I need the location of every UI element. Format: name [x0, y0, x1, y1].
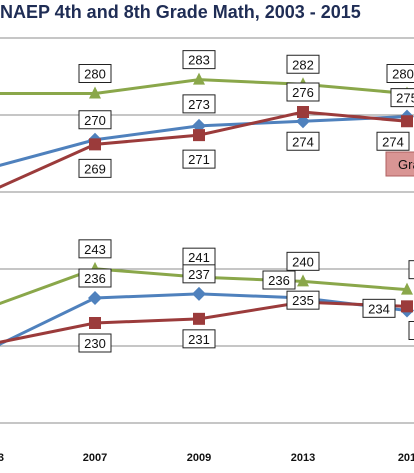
- data-label-green-2013-panel-1: 282: [286, 54, 320, 74]
- data-label-green-2009-panel-2: 241: [182, 247, 216, 267]
- data-label-blue-2007-panel-1: 270: [78, 110, 112, 130]
- x-tick-label-3: 2013: [291, 452, 315, 464]
- svg-text:280: 280: [392, 67, 414, 82]
- data-label-red-2007-panel-2: 230: [78, 333, 112, 353]
- svg-text:274: 274: [292, 134, 314, 149]
- point-red-2009-panel-1: [193, 129, 205, 142]
- x-axis-ticks: 3 2007 2009 2013 201: [0, 452, 414, 464]
- data-label-layer: 280 283 282 280 270 273 274 275 269 271 276 274 243 2…: [78, 50, 414, 353]
- data-label-green-2007-panel-1: 280: [78, 64, 112, 83]
- data-label-red-2007-panel-1: 269: [78, 158, 112, 178]
- svg-text:234: 234: [368, 301, 390, 316]
- svg-text:231: 231: [188, 332, 210, 347]
- svg-text:235: 235: [292, 293, 314, 308]
- data-label-red-2009-panel-2: 231: [182, 329, 216, 349]
- point-green-2009-panel-1: [193, 72, 205, 85]
- point-red-2009-panel-2: [193, 312, 205, 325]
- data-label-blue-2015-panel-1: 275: [390, 88, 414, 108]
- data-label-green-2015-panel-1: 280: [386, 64, 414, 83]
- x-tick-label-1: 2007: [83, 452, 107, 464]
- x-tick-label-2: 2009: [187, 452, 211, 464]
- svg-text:236: 236: [268, 273, 290, 288]
- data-label-red-2013-panel-1: 276: [286, 82, 320, 102]
- svg-text:280: 280: [84, 67, 106, 82]
- svg-text:230: 230: [84, 336, 106, 351]
- svg-text:275: 275: [396, 91, 414, 106]
- svg-text:236: 236: [84, 271, 106, 286]
- point-red-2007-panel-2: [89, 317, 101, 329]
- svg-text:283: 283: [188, 53, 210, 68]
- svg-text:270: 270: [84, 113, 106, 128]
- point-green-2013-panel-2: [297, 274, 309, 287]
- data-label-green-2009-panel-1: 283: [182, 50, 216, 70]
- data-label-blue-2013-panel-2: 236: [262, 270, 296, 290]
- svg-text:273: 273: [188, 97, 210, 112]
- legend-text: Gra: [398, 157, 414, 172]
- data-label-blue-2009-panel-1: 273: [182, 94, 216, 114]
- chart-title: NAEP 4th and 8th Grade Math, 2003 - 2015: [0, 2, 361, 22]
- svg-text:237: 237: [188, 267, 210, 282]
- x-tick-label-0: 3: [0, 452, 4, 464]
- legend-box: Gra: [385, 151, 414, 177]
- point-red-2015-panel-2: [401, 300, 413, 313]
- svg-text:276: 276: [292, 85, 314, 100]
- svg-text:240: 240: [292, 254, 314, 269]
- data-label-blue-2009-panel-2: 237: [182, 264, 216, 284]
- data-label-red-2015-panel-1: 274: [376, 131, 410, 151]
- data-label-green-2013-panel-2: 240: [286, 251, 320, 271]
- svg-text:243: 243: [84, 242, 106, 257]
- data-label-blue-2015-panel-2: 23: [408, 321, 414, 340]
- data-label-blue-2013-panel-1: 274: [286, 131, 320, 151]
- point-green-2007-panel-1: [89, 86, 101, 99]
- data-label-red-2009-panel-1: 271: [182, 149, 216, 169]
- svg-text:269: 269: [84, 161, 106, 176]
- point-red-2015-panel-1: [401, 115, 413, 128]
- data-label-red-2013-panel-2: 235: [286, 290, 320, 310]
- x-tick-label-4: 201: [398, 452, 414, 464]
- data-label-green-2007-panel-2: 243: [78, 239, 112, 259]
- data-label-blue-2007-panel-2: 236: [78, 268, 112, 288]
- point-red-2013-panel-1: [297, 106, 309, 118]
- point-blue-2007-panel-2: [88, 291, 102, 305]
- svg-text:241: 241: [188, 250, 210, 265]
- point-green-2015-panel-2: [401, 282, 413, 295]
- svg-text:274: 274: [382, 134, 404, 149]
- data-label-green-2015-panel-2: 23: [408, 260, 414, 280]
- svg-text:271: 271: [188, 152, 210, 167]
- point-red-2007-panel-1: [89, 138, 101, 151]
- data-label-red-2015-panel-2: 234: [362, 298, 396, 318]
- point-blue-2009-panel-2: [192, 286, 206, 301]
- legend-layer: Gra: [385, 151, 414, 177]
- svg-text:282: 282: [292, 57, 314, 72]
